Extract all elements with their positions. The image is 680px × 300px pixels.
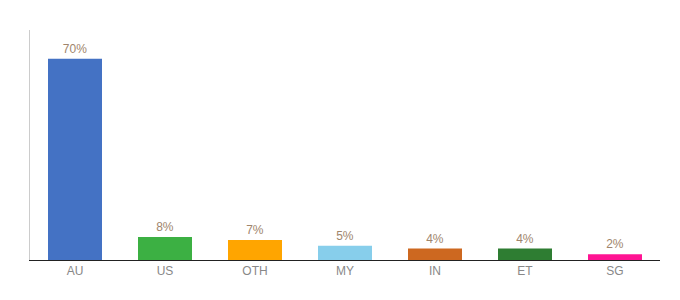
svg-text:4%: 4% [516, 232, 534, 246]
svg-text:7%: 7% [246, 223, 264, 237]
svg-text:2%: 2% [606, 237, 624, 251]
svg-text:AU: AU [67, 264, 84, 278]
svg-text:OTH: OTH [242, 264, 267, 278]
svg-text:5%: 5% [336, 229, 354, 243]
svg-text:IN: IN [429, 264, 441, 278]
svg-text:MY: MY [336, 264, 354, 278]
svg-text:4%: 4% [426, 232, 444, 246]
svg-text:70%: 70% [63, 42, 87, 56]
svg-text:US: US [157, 264, 174, 278]
svg-text:8%: 8% [156, 220, 174, 234]
svg-text:ET: ET [517, 264, 533, 278]
svg-text:SG: SG [606, 264, 623, 278]
